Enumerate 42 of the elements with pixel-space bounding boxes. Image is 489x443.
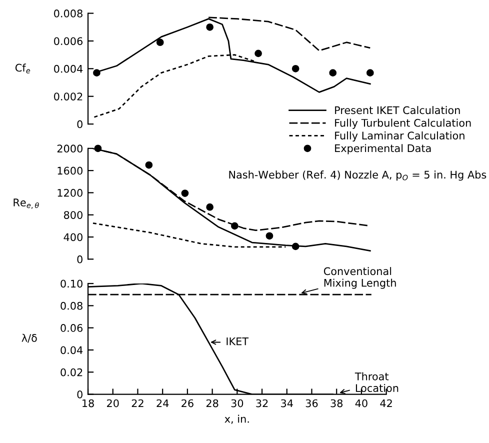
x-tick-label: 40 xyxy=(355,399,368,408)
y-tick-label: 0.006 xyxy=(54,37,83,46)
y-tick-label: 1600 xyxy=(58,166,82,175)
legend-label: Fully Turbulent Calculation xyxy=(335,118,471,129)
x-tick-label: 32 xyxy=(256,399,268,408)
x-tick-label: 30 xyxy=(231,399,244,408)
legend-label: Experimental Data xyxy=(335,144,431,154)
annotation: Throat Location xyxy=(354,372,398,392)
y-tick-label: 0 xyxy=(77,120,82,128)
x-tick-label: 38 xyxy=(330,399,343,408)
annotation: Nash-Webber (Ref. 4) Nozzle A, p$_{O}$ = 5 in. Hg Abs xyxy=(229,170,486,181)
y-axis-title: λ/δ xyxy=(22,334,37,343)
x-tick-label: 42 xyxy=(380,399,392,408)
y-tick-label: 0.008 xyxy=(54,10,82,18)
x-axis-title: x, in. xyxy=(224,414,249,424)
y-tick-label: 800 xyxy=(64,211,82,219)
annotation: IKET xyxy=(226,337,249,346)
x-tick-label: 26 xyxy=(182,399,194,408)
y-tick-label: 0.004 xyxy=(54,64,83,73)
y-tick-label: 0.04 xyxy=(60,346,83,354)
y-axis-title: Cf$_{e}$ xyxy=(15,64,30,74)
y-tick-label: 1200 xyxy=(58,188,82,197)
x-tick-label: 20 xyxy=(107,399,119,408)
x-tick-label: 36 xyxy=(306,399,318,408)
annotation: Conventional Mixing Length xyxy=(324,267,396,289)
legend-label: Fully Laminar Calculation xyxy=(335,131,464,142)
y-tick-label: 0 xyxy=(77,390,82,398)
x-tick-label: 34 xyxy=(281,399,293,408)
y-tick-label: 0.002 xyxy=(54,92,82,100)
x-tick-label: 22 xyxy=(132,399,144,408)
legend-label: Present IKET Calculation xyxy=(335,106,460,114)
x-tick-label: 24 xyxy=(156,399,169,408)
y-axis-title: Re$_{e,θ}$ xyxy=(14,198,39,209)
y-tick-label: 0.02 xyxy=(60,368,82,376)
y-tick-label: 2000 xyxy=(57,144,82,153)
x-tick-label: 28 xyxy=(206,399,218,408)
y-tick-label: 0.06 xyxy=(60,324,83,332)
x-tick-label: 18 xyxy=(82,399,94,408)
y-tick-label: 0.10 xyxy=(60,280,82,288)
y-tick-label: 400 xyxy=(64,233,82,242)
y-tick-label: 0.08 xyxy=(60,302,82,310)
y-tick-label: 0 xyxy=(77,255,82,264)
